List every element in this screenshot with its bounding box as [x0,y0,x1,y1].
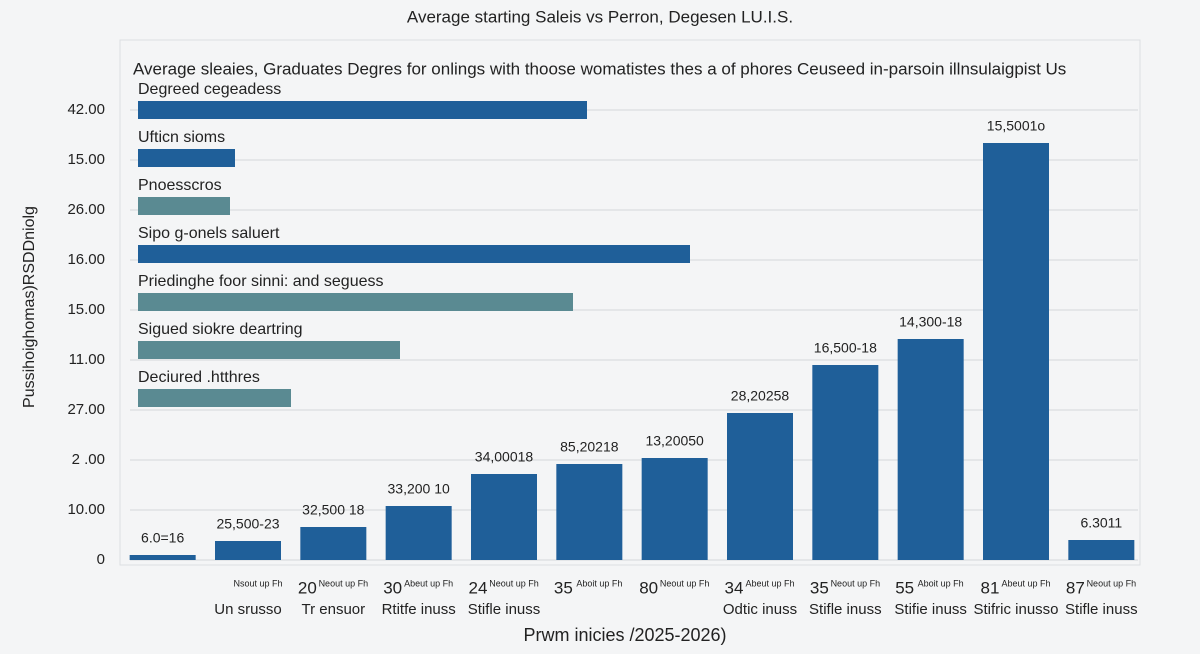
bar-annotation: 28,20258 [731,388,790,404]
bar-annotation: 14,300-18 [899,314,962,330]
x-tick-note: Abeut up Fh [745,578,794,588]
bar [727,413,793,560]
y-tick-label: 10.00 [67,501,105,518]
x-tick-number: 20 [298,578,317,597]
inset-bar [138,101,587,119]
y-tick-label: 26.00 [67,201,105,218]
y-tick-label: 15.00 [67,151,105,168]
y-tick-label: 2 .00 [72,451,105,468]
chart-title: Average starting Saleis vs Perron, Deges… [407,7,793,26]
bar [812,365,879,560]
x-tick-label: Stifle inuss [809,601,882,618]
x-tick-note: Neout up Fh [1087,578,1137,588]
x-tick-number: 35 [810,578,829,597]
inset-bar [138,245,690,263]
x-tick-number: 55 [895,578,914,597]
bar [641,458,708,560]
x-tick-note: Nsout up Fh [233,578,282,588]
x-tick-note: Abeut up Fh [404,578,453,588]
x-tick-label: Rtitfe inuss [382,601,456,618]
x-tick-number: 80 [639,578,658,597]
inset-bar-label: Degreed cegeadess [138,81,281,98]
inset-bar-label: Sigued siokre deartring [138,321,303,338]
x-tick-note: Aboit up Fh [918,578,964,588]
bar [897,339,964,560]
x-tick-note: Neout up Fh [489,578,539,588]
x-tick-note: Abeut up Fh [1001,578,1050,588]
y-tick-label: 11.00 [69,351,105,368]
y-tick-label: 27.00 [67,401,105,418]
inset-bar-label: Pnoesscros [138,177,222,194]
y-tick-label: 15.00 [67,301,105,318]
bar-annotation: 34,00018 [475,449,534,465]
x-tick-label: Tr ensuor [302,601,366,618]
x-tick-note: Aboit up Fh [576,578,622,588]
inset-bar-label: Deciured .htthres [138,369,260,386]
bar [129,555,196,560]
bar [983,143,1049,560]
x-tick-label: Stifric inusso [973,601,1058,618]
x-tick-label: Stifle inuss [1065,601,1138,618]
bar-annotation: 13,20050 [645,433,704,449]
bar [1068,540,1135,560]
x-tick-label: Stifie inuss [894,601,967,618]
x-tick-note: Neout up Fh [831,578,881,588]
chart-subtitle: Average sleaies, Graduates Degres for on… [133,59,1066,78]
y-tick-label: 42.00 [67,101,105,118]
x-tick-number: 24 [469,578,488,597]
bar-annotation: 25,500-23 [216,516,279,532]
inset-bar [138,197,230,215]
bar [300,527,367,560]
bar-annotation: 6.0=16 [141,530,184,546]
x-tick-number: 30 [383,578,402,597]
x-tick-label: Odtic inuss [723,601,797,618]
x-axis-label: Prwm inicies /2025-2026) [523,625,726,645]
inset-bar-label: Sipo g-onels saluert [138,225,280,242]
y-tick-label: 0 [97,551,105,568]
x-tick-note: Neout up Fh [660,578,710,588]
bar-annotation: 16,500-18 [814,340,877,356]
x-tick-number: 34 [725,578,744,597]
bar [471,474,537,560]
bar-annotation: 32,500 18 [302,502,364,518]
bar-annotation: 15,5001o [987,118,1046,134]
inset-bar [138,341,400,359]
x-tick-number: 35 [554,578,573,597]
bar-annotation: 85,20218 [560,439,619,455]
x-tick-label: Un srusso [214,601,282,618]
bar [385,506,452,560]
bar-annotation: 6.3011 [1080,515,1122,531]
inset-bar [138,389,291,407]
bar [556,464,623,560]
x-tick-number: 81 [981,578,1000,597]
y-tick-label: 16.00 [67,251,105,268]
inset-bar [138,149,235,167]
x-tick-label: Stifle inuss [468,601,541,618]
bar-annotation: 33,200 10 [388,481,450,497]
y-axis-label: Pussihoighomas)RSDDniolg [21,206,38,408]
x-tick-note: Neout up Fh [319,578,369,588]
bar [215,541,281,560]
plot-frame [119,39,1141,566]
x-tick-number: 87 [1066,578,1085,597]
inset-bar-label: Ufticn sioms [138,129,225,146]
inset-bar [138,293,573,311]
inset-bar-label: Priedinghe foor sinni: and seguess [138,273,384,290]
